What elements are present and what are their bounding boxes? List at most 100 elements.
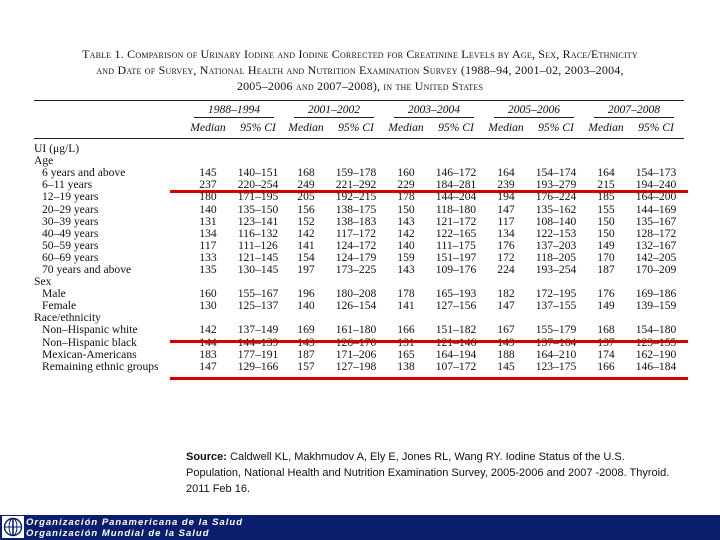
table-row: 60–69 years 133 121–145 154 124–179 159 151–19… bbox=[34, 250, 684, 264]
table-number: Table 1. bbox=[82, 47, 124, 61]
median-cell: 154 bbox=[297, 250, 315, 264]
median-cell: 182 bbox=[497, 287, 515, 301]
ci-cell: 172–195 bbox=[535, 287, 577, 301]
row-label: 60–69 years bbox=[42, 250, 99, 264]
ci-cell: 111–175 bbox=[436, 238, 476, 252]
ci-cell: 108–140 bbox=[535, 214, 577, 228]
median-cell: 170 bbox=[597, 250, 615, 264]
ci-cell: 151–197 bbox=[435, 250, 477, 264]
group-header-row: Sex bbox=[34, 276, 684, 288]
median-cell: 187 bbox=[297, 347, 315, 361]
row-label: Female bbox=[42, 299, 77, 313]
median-cell: 237 bbox=[199, 178, 217, 192]
median-cell: 141 bbox=[397, 299, 415, 313]
table-caption: Table 1. Comparison of Urinary Iodine an… bbox=[80, 46, 640, 94]
ci-cell: 130–145 bbox=[237, 262, 279, 276]
ci-cell: 154–173 bbox=[635, 166, 677, 180]
ci-cell: 137–203 bbox=[535, 238, 577, 252]
ci-cell: 135–167 bbox=[635, 214, 677, 228]
ci-cell: 193–254 bbox=[535, 262, 577, 276]
ci-cell: 118–180 bbox=[435, 202, 477, 216]
median-cell: 166 bbox=[397, 323, 415, 337]
group-header-row: Age bbox=[34, 155, 684, 167]
ci-cell: 140–151 bbox=[237, 166, 279, 180]
ci-cell: 116–132 bbox=[237, 226, 279, 240]
median-cell: 176 bbox=[497, 238, 515, 252]
ci-cell: 135–162 bbox=[535, 202, 577, 216]
ci-cell: 161–180 bbox=[335, 323, 377, 337]
ci-cell: 139–159 bbox=[635, 299, 677, 313]
ci-cell: 169–186 bbox=[635, 287, 677, 301]
ci-cell: 154–180 bbox=[635, 323, 677, 337]
median-cell: 147 bbox=[497, 202, 515, 216]
ci-cell: 129–166 bbox=[237, 359, 279, 373]
ci-cell: 177–191 bbox=[237, 347, 279, 361]
ci-header: 95% CI bbox=[528, 118, 584, 139]
median-cell: 149 bbox=[597, 238, 615, 252]
median-cell: 185 bbox=[597, 190, 615, 204]
year-header: 2001–2002 bbox=[284, 100, 384, 118]
ci-cell: 180–208 bbox=[335, 287, 377, 301]
median-cell: 196 bbox=[297, 287, 315, 301]
median-cell: 215 bbox=[597, 178, 615, 192]
median-header: Median bbox=[484, 118, 528, 139]
table-row: 30–39 years 131 123–141 152 138–183 143 121–17… bbox=[34, 214, 684, 228]
median-cell: 134 bbox=[497, 226, 515, 240]
median-header: Median bbox=[284, 118, 328, 139]
row-label: Remaining ethnic groups bbox=[42, 359, 159, 373]
row-label: 30–39 years bbox=[42, 214, 99, 228]
table-row: Mexican-Americans 183 177–191 187 171–206 165… bbox=[34, 347, 684, 361]
median-cell: 145 bbox=[497, 359, 515, 373]
ci-cell: 117–172 bbox=[335, 226, 377, 240]
median-cell: 178 bbox=[397, 287, 415, 301]
median-cell: 165 bbox=[397, 347, 415, 361]
row-label: 40–49 years bbox=[42, 226, 99, 240]
median-cell: 197 bbox=[297, 262, 315, 276]
median-cell: 147 bbox=[497, 299, 515, 313]
measure-label-row: UI (μg/L) bbox=[34, 139, 684, 156]
ci-cell: 137–155 bbox=[535, 299, 577, 313]
median-cell: 142 bbox=[297, 226, 315, 240]
median-header: Median bbox=[584, 118, 628, 139]
ci-header: 95% CI bbox=[328, 118, 384, 139]
ci-cell: 176–224 bbox=[535, 190, 577, 204]
median-cell: 180 bbox=[199, 190, 217, 204]
ci-cell: 109–176 bbox=[435, 262, 477, 276]
ci-cell: 122–165 bbox=[435, 226, 477, 240]
group-label: Age bbox=[34, 154, 54, 168]
ci-cell: 155–179 bbox=[535, 323, 577, 337]
median-cell: 194 bbox=[497, 190, 515, 204]
paho-emblem-icon bbox=[2, 516, 24, 538]
median-cell: 157 bbox=[297, 359, 315, 373]
median-cell: 164 bbox=[597, 166, 615, 180]
table-row: 6 years and above 145 140–151 168 159–178 160… bbox=[34, 167, 684, 179]
ci-header: 95% CI bbox=[232, 118, 284, 139]
ci-cell: 123–175 bbox=[535, 359, 577, 373]
median-cell: 178 bbox=[397, 190, 415, 204]
median-cell: 176 bbox=[597, 287, 615, 301]
row-label: 50–59 years bbox=[42, 238, 99, 252]
table-row: 12–19 years 180 171–195 205 192–215 178 144–20… bbox=[34, 191, 684, 203]
ci-cell: 146–172 bbox=[435, 166, 477, 180]
median-cell: 149 bbox=[597, 299, 615, 313]
median-cell: 249 bbox=[297, 178, 315, 192]
median-cell: 169 bbox=[297, 323, 315, 337]
ci-cell: 121–145 bbox=[237, 250, 279, 264]
ci-cell: 127–156 bbox=[435, 299, 477, 313]
ci-header: 95% CI bbox=[628, 118, 684, 139]
ci-cell: 164–200 bbox=[635, 190, 677, 204]
year-header: 2007–2008 bbox=[584, 100, 684, 118]
median-cell: 168 bbox=[297, 166, 315, 180]
median-cell: 117 bbox=[497, 214, 515, 228]
ci-cell: 142–205 bbox=[635, 250, 677, 264]
footer-line-paho: Organización Panamericana de la Salud bbox=[26, 517, 244, 528]
organization-footer: Organización Panamericana de la Salud Or… bbox=[0, 515, 720, 540]
ci-cell: 184–281 bbox=[435, 178, 477, 192]
median-cell: 130 bbox=[199, 299, 217, 313]
ci-cell: 128–172 bbox=[635, 226, 677, 240]
row-label: 12–19 years bbox=[42, 190, 99, 204]
row-label: 20–29 years bbox=[42, 202, 99, 216]
group-label: Race/ethnicity bbox=[34, 311, 101, 325]
ci-cell: 124–179 bbox=[335, 250, 377, 264]
median-cell: 140 bbox=[397, 238, 415, 252]
